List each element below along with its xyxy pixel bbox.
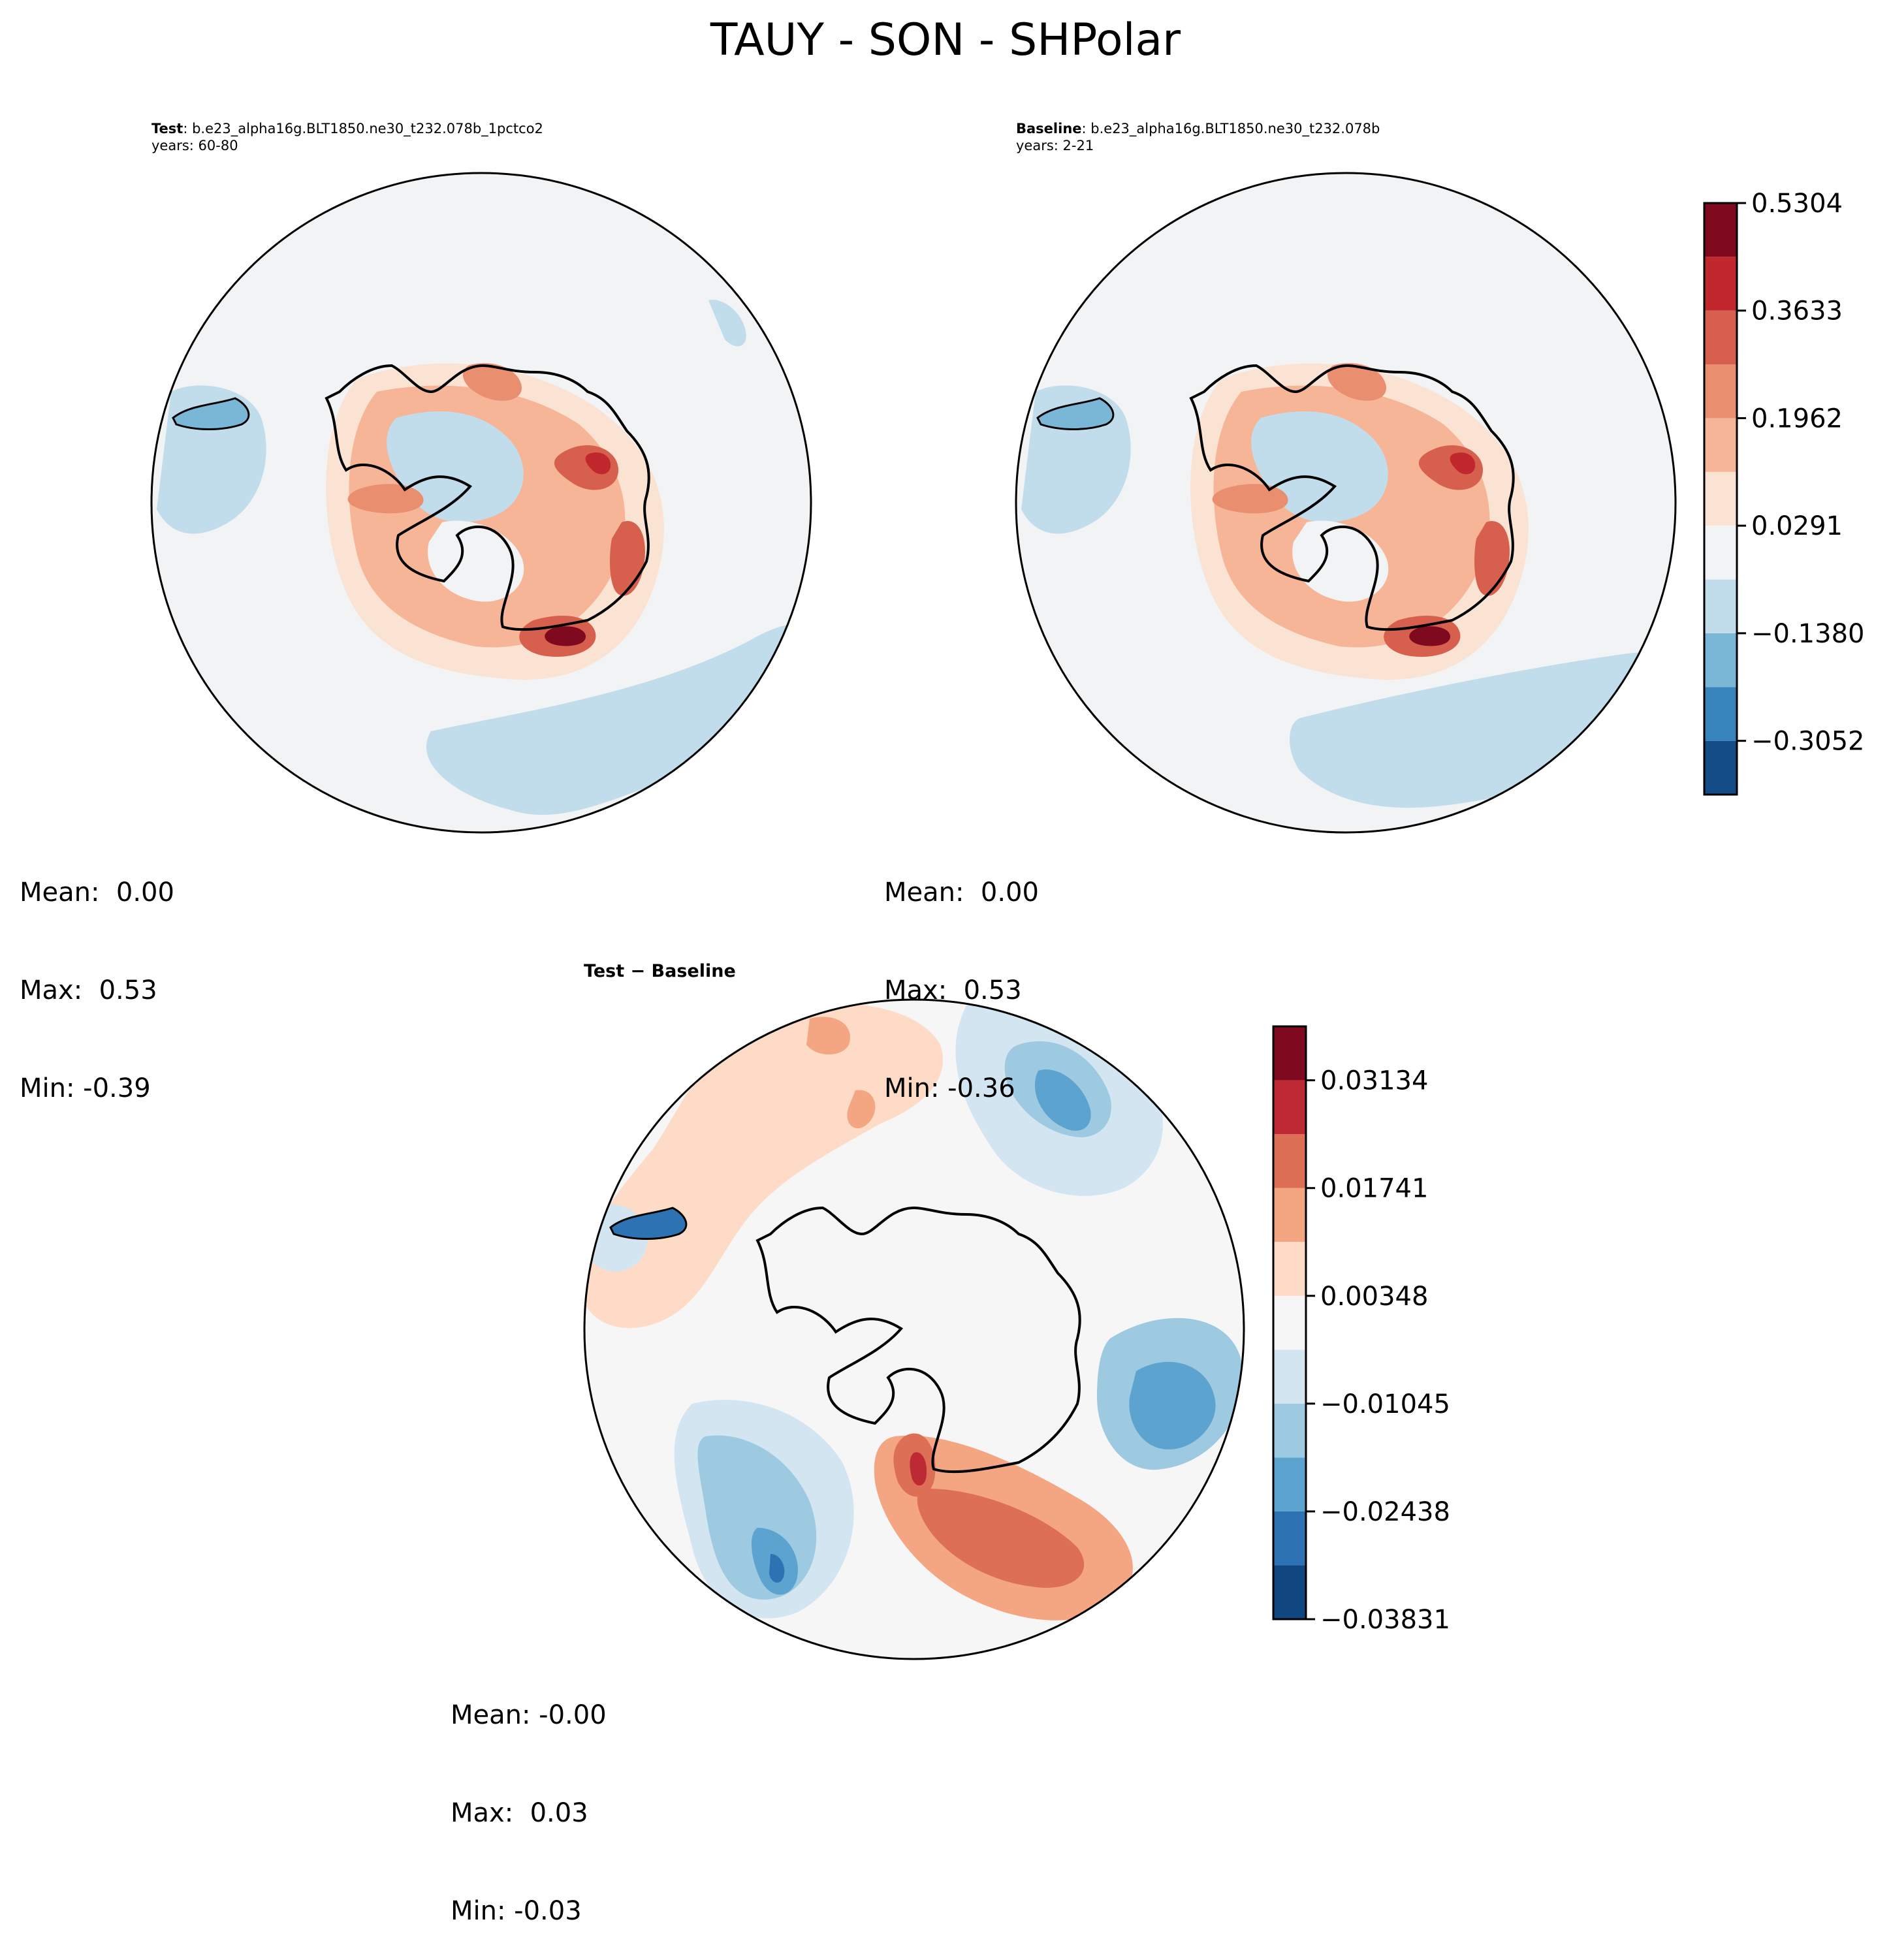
colorbar-segment: [1704, 687, 1737, 741]
colorbar-segment: [1273, 1457, 1306, 1511]
colorbar-top: 0.5304 0.3633 0.1962 0.0291 −0.1380 −0.3052: [1703, 189, 1864, 796]
difference-mean: Mean: -0.00: [451, 1700, 607, 1730]
colorbar-segment: [1273, 1565, 1306, 1619]
colorbar-tick-label: 0.1962: [1751, 403, 1843, 434]
colorbar-segment: [1273, 1242, 1306, 1296]
colorbar-tick-label: −0.1380: [1751, 619, 1864, 649]
test-min: Min: -0.39: [20, 1073, 151, 1103]
colorbar-segment: [1704, 471, 1737, 526]
test-case-name: : b.e23_alpha16g.BLT1850.ne30_t232.078b_…: [183, 121, 543, 136]
colorbar-segment: [1273, 1026, 1306, 1081]
baseline-mean: Mean: 0.00: [884, 877, 1039, 908]
test-map: [150, 172, 812, 834]
baseline-case-name: : b.e23_alpha16g.BLT1850.ne30_t232.078b: [1081, 121, 1380, 136]
baseline-panel-title: Baseline: b.e23_alpha16g.BLT1850.ne30_t2…: [1016, 120, 1380, 154]
test-panel-title: Test: b.e23_alpha16g.BLT1850.ne30_t232.0…: [151, 120, 543, 154]
colorbar-tick-label: 0.5304: [1751, 189, 1843, 219]
colorbar-segment: [1704, 310, 1737, 365]
test-max: Max: 0.53: [20, 975, 157, 1005]
figure-title: TAUY - SON - SHPolar: [710, 14, 1181, 66]
difference-stats: Mean: -0.00 Max: 0.03 Min: -0.03: [451, 1634, 607, 1960]
baseline-label: Baseline: [1016, 121, 1082, 136]
colorbar-tick-label: 0.0291: [1751, 511, 1843, 541]
test-years: years: 60-80: [151, 138, 238, 153]
colorbar-tick-label: −0.3052: [1751, 727, 1864, 757]
colorbar-tick-label: −0.02438: [1320, 1497, 1450, 1527]
colorbar-tick-label: −0.03831: [1320, 1605, 1450, 1635]
test-label: Test: [151, 121, 183, 136]
colorbar-segment: [1273, 1134, 1306, 1188]
difference-max: Max: 0.03: [451, 1798, 588, 1828]
baseline-stats: Mean: 0.00 Max: 0.53 Min: -0.36: [884, 811, 1039, 1137]
baseline-years: years: 2-21: [1016, 138, 1094, 153]
colorbar-segment: [1704, 364, 1737, 419]
colorbar-tick-label: 0.01741: [1320, 1174, 1428, 1204]
colorbar-segment: [1273, 1403, 1306, 1458]
colorbar-segment: [1273, 1511, 1306, 1566]
colorbar-segment: [1704, 740, 1737, 795]
colorbar-tick-label: −0.01045: [1320, 1389, 1450, 1419]
test-mean: Mean: 0.00: [20, 877, 174, 908]
baseline-min: Min: -0.36: [884, 1073, 1015, 1103]
colorbar-segment: [1704, 633, 1737, 688]
figure-canvas: 0.5304 0.3633 0.1962 0.0291 −0.1380 −0.3052 0…: [150, 172, 1864, 1660]
colorbar-segment: [1704, 526, 1737, 580]
colorbar-frame: [1703, 202, 1738, 796]
baseline-max: Max: 0.53: [884, 975, 1022, 1005]
colorbar-tick-label: 0.03134: [1320, 1066, 1428, 1096]
colorbar-frame: [1272, 1025, 1307, 1620]
colorbar-segment: [1273, 1295, 1306, 1350]
colorbar-difference: 0.03134 0.01741 0.00348 −0.01045 −0.02438 −0.…: [1272, 1025, 1450, 1635]
baseline-map: [1015, 172, 1677, 834]
colorbar-segment: [1704, 257, 1737, 311]
colorbar-segment: [1273, 1350, 1306, 1404]
colorbar-segment: [1704, 579, 1737, 633]
test-stats: Mean: 0.00 Max: 0.53 Min: -0.39: [20, 811, 174, 1137]
difference-map: [583, 998, 1245, 1660]
colorbar-segment: [1704, 203, 1737, 257]
colorbar-segment: [1273, 1080, 1306, 1135]
colorbar-tick-label: 0.3633: [1751, 296, 1843, 326]
colorbar-segment: [1273, 1188, 1306, 1242]
difference-min: Min: -0.03: [451, 1896, 582, 1926]
colorbar-segment: [1704, 418, 1737, 472]
difference-panel-title: Test − Baseline: [584, 961, 736, 981]
colorbar-tick-label: 0.00348: [1320, 1282, 1428, 1312]
